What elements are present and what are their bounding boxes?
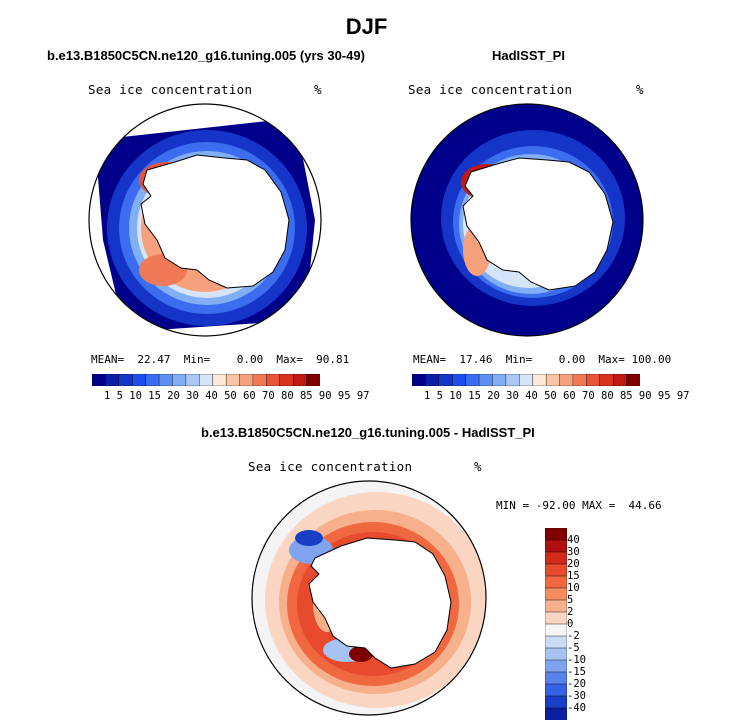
panel-2-map bbox=[410, 103, 644, 337]
panel-3-units: % bbox=[474, 459, 482, 474]
panel-3-map bbox=[251, 480, 487, 716]
panel-2-stats: MEAN= 17.46 Min= 0.00 Max= 100.00 bbox=[413, 353, 672, 366]
panel-3-stats: MIN = -92.00 MAX = 44.66 bbox=[496, 499, 662, 512]
antarctica-landmass bbox=[308, 537, 452, 669]
colorbar-swatch bbox=[185, 374, 200, 386]
colorbar-swatch bbox=[292, 374, 308, 386]
colorbar-swatch bbox=[438, 374, 453, 386]
colorbar-swatch bbox=[158, 374, 173, 386]
panel-1-colorbar-ticks: 1 5 10 15 20 30 40 50 60 70 80 85 90 95 … bbox=[104, 390, 370, 402]
colorbar-tick-label: -40 bbox=[567, 702, 586, 714]
colorbar-swatch bbox=[532, 374, 547, 386]
colorbar-swatch bbox=[172, 374, 187, 386]
panel-1-units: % bbox=[314, 82, 322, 97]
colorbar-swatch bbox=[239, 374, 254, 386]
antarctica-landmass bbox=[140, 154, 290, 289]
colorbar-tick-label: 30 bbox=[567, 546, 580, 558]
colorbar-swatch bbox=[266, 374, 281, 386]
colorbar-swatch bbox=[212, 374, 227, 386]
colorbar-tick-label: -30 bbox=[567, 690, 586, 702]
colorbar-tick-label: 5 bbox=[567, 594, 574, 606]
colorbar-tick-label: 40 bbox=[567, 534, 580, 546]
colorbar-tick-label: 2 bbox=[567, 606, 574, 618]
colorbar-swatch bbox=[132, 374, 147, 386]
colorbar-tick-label: -20 bbox=[567, 678, 586, 690]
colorbar-tick-label: 20 bbox=[567, 558, 580, 570]
colorbar-tick-label: 0 bbox=[567, 618, 574, 630]
colorbar-tick-label: -10 bbox=[567, 654, 586, 666]
colorbar-swatch bbox=[599, 374, 614, 386]
antarctica-landmass bbox=[462, 157, 614, 291]
colorbar-tick-label: -5 bbox=[567, 642, 580, 654]
colorbar-swatch bbox=[145, 374, 160, 386]
colorbar-swatch bbox=[252, 374, 267, 386]
panel-2-colorbar bbox=[412, 374, 640, 386]
panel-1-map bbox=[88, 103, 322, 337]
colorbar-swatch bbox=[105, 374, 120, 386]
colorbar-swatch bbox=[118, 374, 133, 386]
colorbar-swatch bbox=[612, 374, 628, 386]
colorbar-swatch bbox=[225, 374, 241, 386]
colorbar-swatch bbox=[465, 374, 480, 386]
panel-1-colorbar bbox=[92, 374, 320, 386]
panel-3-title: b.e13.B1850C5CN.ne120_g16.tuning.005 - H… bbox=[201, 425, 535, 440]
panel-1-title: b.e13.B1850C5CN.ne120_g16.tuning.005 (yr… bbox=[47, 48, 365, 63]
colorbar-swatch bbox=[545, 707, 567, 720]
colorbar-swatch bbox=[199, 374, 214, 386]
panel-2-field-label: Sea ice concentration bbox=[408, 82, 573, 97]
panel-2-colorbar-ticks: 1 5 10 15 20 30 40 50 60 70 80 85 90 95 … bbox=[424, 390, 690, 402]
colorbar-swatch bbox=[452, 374, 467, 386]
colorbar-swatch bbox=[306, 374, 320, 386]
colorbar-tick-label: -15 bbox=[567, 666, 586, 678]
colorbar-swatch bbox=[478, 374, 493, 386]
panel-1-field-label: Sea ice concentration bbox=[88, 82, 253, 97]
panel-2-title: HadISST_PI bbox=[492, 48, 565, 63]
colorbar-swatch bbox=[626, 374, 640, 386]
panel-3-colorbar: 40 30 20 15 10 5 2 0 -2 -5 -10 -15 -20 -30 -40 bbox=[545, 528, 625, 720]
colorbar-swatch bbox=[559, 374, 574, 386]
colorbar-swatch bbox=[586, 374, 601, 386]
colorbar-swatch bbox=[519, 374, 534, 386]
colorbar-swatch bbox=[412, 374, 426, 386]
colorbar-tick-label: 10 bbox=[567, 582, 580, 594]
colorbar-tick-label: 15 bbox=[567, 570, 580, 582]
colorbar-swatch bbox=[279, 374, 294, 386]
panel-3-field-label: Sea ice concentration bbox=[248, 459, 413, 474]
colorbar-swatch bbox=[545, 374, 561, 386]
colorbar-swatch bbox=[92, 374, 106, 386]
colorbar-swatch bbox=[492, 374, 507, 386]
panel-2-units: % bbox=[636, 82, 644, 97]
figure-title: DJF bbox=[345, 14, 388, 39]
colorbar-tick-label: -2 bbox=[567, 630, 580, 642]
colorbar-swatch bbox=[572, 374, 587, 386]
colorbar-swatch bbox=[505, 374, 520, 386]
panel-1-stats: MEAN= 22.47 Min= 0.00 Max= 90.81 bbox=[91, 353, 350, 366]
colorbar-swatch bbox=[425, 374, 440, 386]
